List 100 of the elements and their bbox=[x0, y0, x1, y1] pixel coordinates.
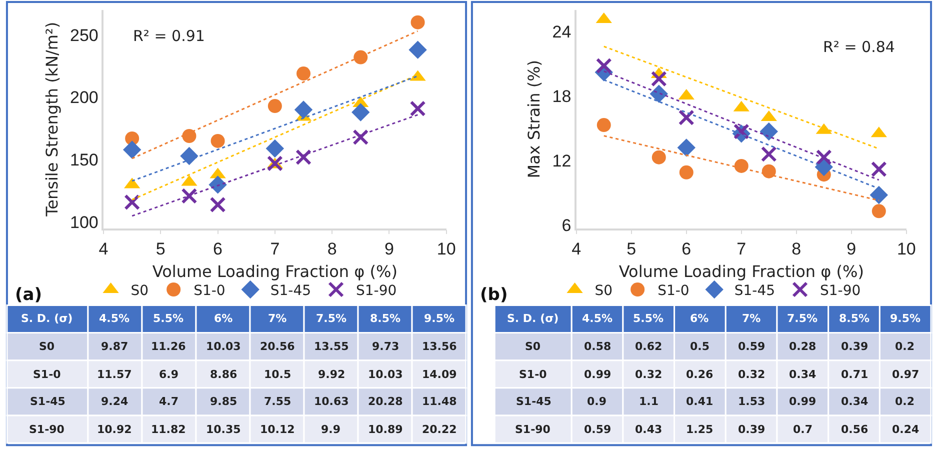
text: 7% bbox=[742, 312, 761, 325]
point bbox=[124, 194, 140, 210]
point bbox=[352, 103, 370, 122]
point bbox=[872, 204, 886, 218]
text: 0.34 bbox=[841, 395, 868, 408]
y-axis-title: Tensile Strength (kN/m²) bbox=[42, 22, 62, 218]
text: 0.28 bbox=[789, 340, 816, 353]
point bbox=[760, 122, 778, 141]
point bbox=[762, 164, 776, 178]
text: 11.48 bbox=[422, 395, 457, 408]
text: 7.5% bbox=[316, 312, 347, 325]
point bbox=[677, 138, 696, 157]
text: 0.9 bbox=[587, 395, 606, 408]
x-axis-title: Volume Loading Fraction φ (%) bbox=[618, 262, 864, 281]
text: 8.86 bbox=[210, 368, 238, 381]
x-tick-label: 9 bbox=[846, 240, 856, 259]
x-tick-label: 10 bbox=[436, 240, 456, 259]
text: 6% bbox=[214, 312, 233, 325]
legend-label: S1-45 bbox=[270, 282, 312, 299]
text: 9.87 bbox=[101, 340, 128, 353]
y-tick-label: 6 bbox=[562, 216, 572, 236]
point bbox=[678, 110, 694, 126]
y-tick-label: 18 bbox=[552, 86, 572, 106]
x-tick-label: 7 bbox=[270, 240, 280, 259]
y-tick-label: 12 bbox=[552, 152, 572, 171]
point bbox=[760, 146, 777, 162]
text: 13.55 bbox=[314, 340, 349, 353]
text: 0.32 bbox=[635, 368, 662, 381]
text: S1-90 bbox=[29, 423, 65, 436]
point bbox=[295, 149, 312, 166]
text: 9.5% bbox=[424, 312, 455, 325]
point bbox=[734, 158, 748, 173]
text: S1-45 bbox=[516, 395, 552, 408]
text: 10.12 bbox=[260, 423, 295, 436]
y-tick-label: 250 bbox=[70, 26, 98, 45]
text: 0.41 bbox=[686, 395, 714, 408]
text: 7% bbox=[268, 312, 287, 325]
text: 10.63 bbox=[314, 395, 349, 408]
text: 1.25 bbox=[686, 423, 714, 436]
x-tick-label: 4 bbox=[572, 240, 582, 259]
text: 0.97 bbox=[892, 368, 920, 381]
text: 20.22 bbox=[422, 423, 457, 436]
legend-label: S1-0 bbox=[658, 282, 690, 299]
point bbox=[352, 129, 369, 146]
text: 0.43 bbox=[635, 423, 662, 436]
text: 10.03 bbox=[368, 368, 403, 381]
point bbox=[181, 188, 198, 204]
text: 13.56 bbox=[422, 340, 458, 353]
text: S0 bbox=[39, 340, 55, 353]
legend-label: S1-0 bbox=[194, 282, 226, 299]
point bbox=[410, 100, 426, 117]
text: 14.09 bbox=[422, 368, 457, 381]
x-tick-label: 7 bbox=[736, 240, 746, 259]
text: 9.24 bbox=[101, 395, 128, 408]
legend-label: S0 bbox=[130, 282, 149, 299]
text: 5.5% bbox=[633, 312, 664, 325]
text: 4.7 bbox=[159, 395, 178, 408]
text: 0.59 bbox=[738, 340, 766, 353]
text: 7.55 bbox=[264, 395, 292, 408]
x-tick-label: 8 bbox=[327, 240, 337, 259]
x-axis-title: Volume Loading Fraction φ (%) bbox=[152, 262, 398, 281]
x-tick-label: 8 bbox=[792, 240, 802, 259]
text: 0.39 bbox=[841, 340, 868, 353]
text: 11.57 bbox=[97, 368, 132, 381]
text: 0.56 bbox=[841, 423, 868, 436]
x-tick-label: 6 bbox=[682, 240, 692, 259]
point bbox=[652, 150, 666, 164]
text: (b) bbox=[480, 285, 508, 305]
y-axis-title: Max Strain (%) bbox=[524, 60, 544, 178]
text: 4.5% bbox=[99, 312, 130, 325]
point bbox=[122, 140, 142, 159]
text: 0.58 bbox=[584, 340, 612, 353]
point bbox=[182, 128, 196, 143]
text: 0.34 bbox=[789, 368, 816, 381]
y-tick-label: 150 bbox=[70, 150, 98, 170]
annotation: R² = 0.84 bbox=[823, 38, 895, 56]
legend-label: S1-90 bbox=[356, 282, 397, 299]
text: S. D. (σ) bbox=[507, 312, 559, 325]
x-tick-label: 4 bbox=[98, 240, 108, 259]
point bbox=[816, 149, 832, 166]
y-tick-label: 200 bbox=[70, 88, 98, 108]
point bbox=[679, 165, 694, 180]
text: 5.5% bbox=[153, 312, 184, 325]
text: 10.35 bbox=[206, 423, 241, 436]
text: 0.71 bbox=[841, 368, 868, 381]
x-tick-label: 5 bbox=[626, 240, 636, 259]
text: 10.03 bbox=[206, 340, 241, 353]
text: S1-90 bbox=[515, 423, 551, 436]
text: 10.89 bbox=[368, 423, 403, 436]
text: 9.92 bbox=[318, 368, 346, 381]
point bbox=[296, 66, 310, 81]
legend-label: S1-45 bbox=[734, 282, 776, 299]
point bbox=[408, 40, 427, 59]
point bbox=[596, 118, 611, 132]
text: 1.1 bbox=[639, 395, 658, 408]
text: 0.5 bbox=[690, 340, 710, 353]
text: S. D. (σ) bbox=[21, 312, 73, 325]
point bbox=[870, 161, 887, 178]
point bbox=[208, 176, 227, 194]
text: 8.5% bbox=[370, 312, 401, 325]
